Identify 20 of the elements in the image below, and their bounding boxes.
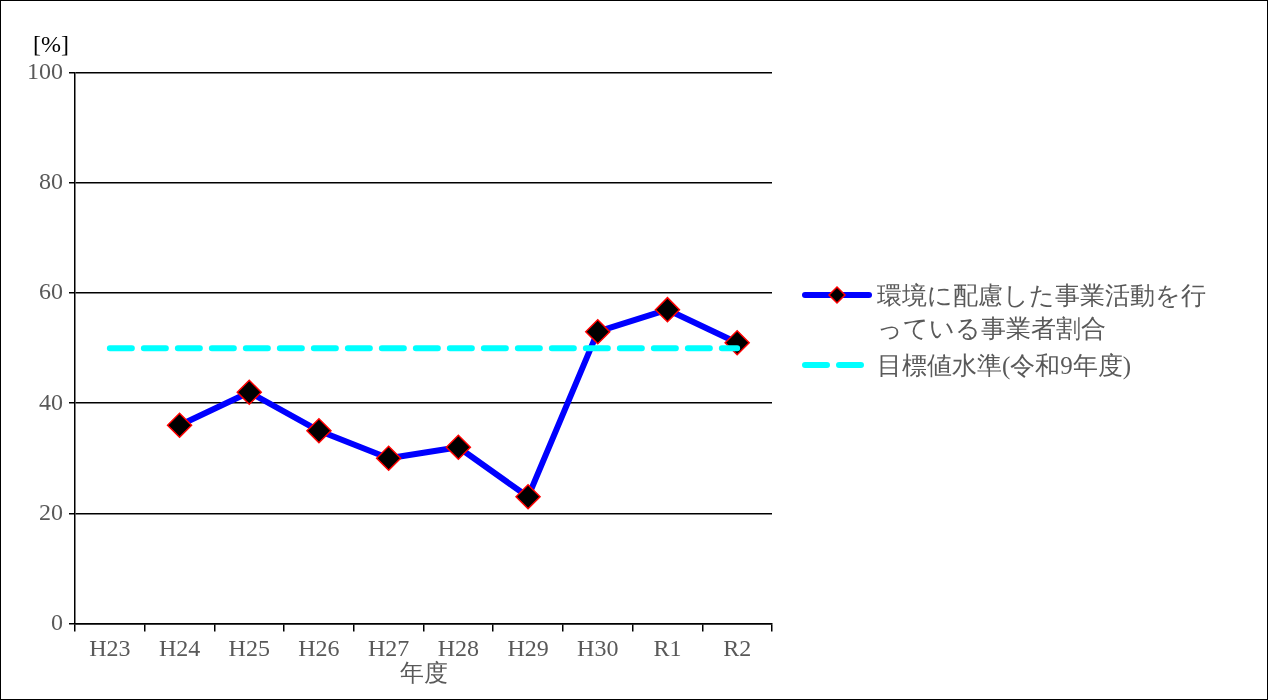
x-tick-label: R1	[653, 635, 682, 662]
y-tick-label: 100	[27, 58, 63, 85]
x-tick-label: H25	[228, 635, 270, 662]
legend-label: 環境に配慮した事業活動を行っている事業者割合	[877, 281, 1207, 344]
y-tick-label: 60	[39, 278, 63, 305]
x-axis-title: 年度	[399, 659, 448, 686]
x-tick-label: H28	[437, 635, 480, 662]
x-tick-label: H27	[367, 635, 410, 662]
x-tick-label: R2	[723, 635, 752, 662]
y-tick-label: 40	[39, 388, 63, 415]
x-tick-label: H26	[298, 635, 340, 662]
y-axis-title: [%]	[33, 31, 69, 58]
legend-label: 目標値水準(令和9年度)	[877, 351, 1133, 382]
y-tick-label: 20	[39, 498, 63, 525]
x-tick-label: H29	[507, 635, 549, 662]
y-tick-label: 0	[51, 608, 63, 635]
x-tick-label: H24	[158, 635, 201, 662]
x-tick-label: H30	[577, 635, 619, 662]
x-tick-label: H23	[89, 635, 131, 662]
y-tick-label: 80	[39, 168, 63, 195]
